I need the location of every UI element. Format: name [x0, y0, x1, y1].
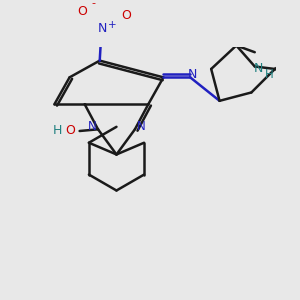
Text: H: H	[52, 124, 62, 137]
Text: O: O	[122, 9, 131, 22]
Text: N: N	[88, 120, 97, 133]
Text: O: O	[65, 124, 75, 137]
Text: H: H	[265, 68, 273, 81]
Text: +: +	[108, 20, 117, 30]
Text: N: N	[254, 61, 263, 75]
Text: N: N	[98, 22, 107, 35]
Text: -: -	[91, 0, 95, 8]
Text: O: O	[77, 5, 87, 18]
Text: N: N	[188, 68, 197, 80]
Text: N: N	[136, 120, 145, 133]
